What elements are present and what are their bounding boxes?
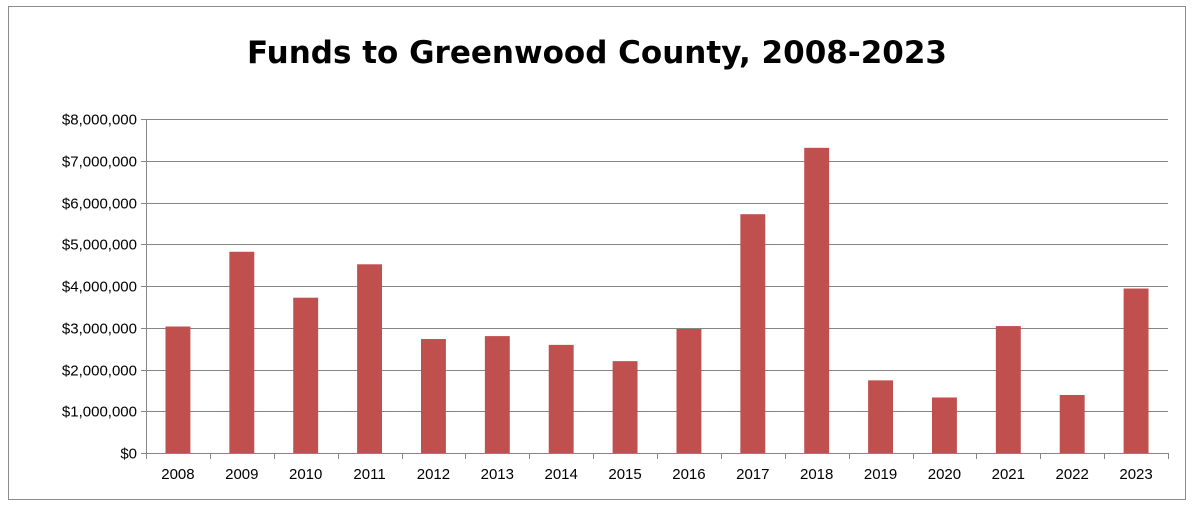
- y-tick-label: $6,000,000: [62, 196, 137, 213]
- bar-2017: [740, 214, 766, 453]
- y-tick-label: $8,000,000: [62, 112, 137, 129]
- axes: [141, 119, 1169, 459]
- x-tick-label: 2012: [417, 466, 450, 483]
- bar-2015: [612, 361, 638, 453]
- bar-2010: [293, 297, 319, 453]
- x-tick-label: 2013: [481, 466, 514, 483]
- y-tick-label: $0: [120, 446, 137, 463]
- bar-2011: [357, 264, 383, 453]
- y-tick-label: $1,000,000: [62, 404, 137, 421]
- bar-2019: [868, 380, 894, 453]
- bar-2023: [1123, 288, 1149, 453]
- bar-2009: [229, 251, 255, 453]
- x-tick-label: 2011: [353, 466, 385, 483]
- y-tick-label: $2,000,000: [62, 363, 137, 380]
- chart-title: Funds to Greenwood County, 2008-2023: [247, 35, 947, 71]
- bar-2013: [484, 336, 510, 453]
- x-tick-label: 2022: [1056, 466, 1089, 483]
- bar-2021: [995, 326, 1021, 453]
- bar-2016: [676, 329, 702, 453]
- x-tick-label: 2008: [161, 466, 194, 483]
- x-tick-label: 2010: [289, 466, 322, 483]
- x-tick-label: 2023: [1119, 466, 1152, 483]
- chart-frame: [8, 6, 1186, 500]
- y-tick-label: $5,000,000: [62, 237, 137, 254]
- x-tick-label: 2009: [225, 466, 258, 483]
- x-tick-label: 2018: [800, 466, 833, 483]
- bar-2014: [548, 344, 574, 453]
- bar-2020: [931, 397, 957, 453]
- y-tick-labels: $0 $1,000,000 $2,000,000 $3,000,000 $4,000,0…: [62, 112, 137, 463]
- y-tick-label: $7,000,000: [62, 154, 137, 171]
- x-tick-labels: 2008 2009 2010 2011 2012 2013 2014 2015 2016 2017…: [161, 466, 1152, 483]
- x-tick-label: 2014: [545, 466, 578, 483]
- bars: [165, 147, 1149, 453]
- x-tick-label: 2015: [608, 466, 641, 483]
- x-tick-label: 2017: [736, 466, 769, 483]
- y-tick-label: $4,000,000: [62, 279, 137, 296]
- x-tick-label: 2019: [864, 466, 897, 483]
- y-tick-label: $3,000,000: [62, 321, 137, 338]
- x-tick-label: 2020: [928, 466, 961, 483]
- x-tick-label: 2016: [672, 466, 705, 483]
- bar-2012: [420, 339, 446, 453]
- x-tick-label: 2021: [992, 466, 1025, 483]
- bar-2022: [1059, 394, 1085, 453]
- bar-2018: [804, 147, 830, 453]
- bar-2008: [165, 326, 191, 453]
